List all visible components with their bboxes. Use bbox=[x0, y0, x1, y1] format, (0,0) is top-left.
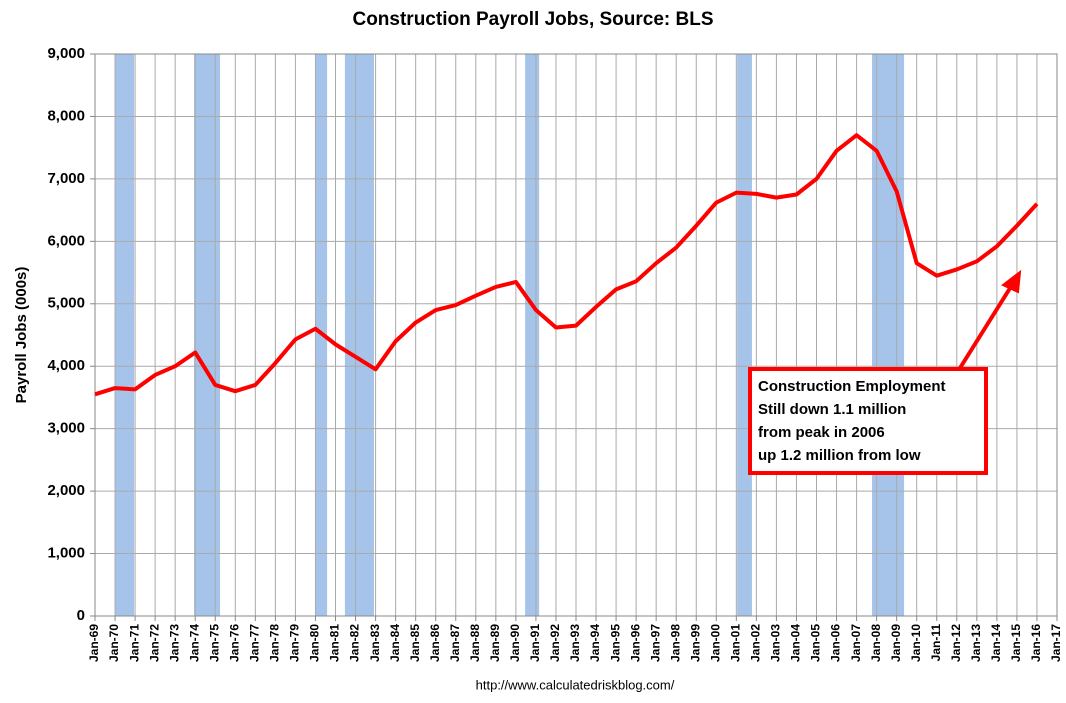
x-tick-label: Jan-98 bbox=[668, 624, 682, 662]
x-tick-label: Jan-84 bbox=[388, 624, 402, 662]
x-tick-label: Jan-87 bbox=[448, 624, 462, 662]
x-tick-label: Jan-95 bbox=[608, 624, 622, 662]
source: http://www.calculatedriskblog.com/ bbox=[476, 677, 675, 692]
x-tick-label: Jan-81 bbox=[328, 624, 342, 662]
x-tick-label: Jan-89 bbox=[488, 624, 502, 662]
annotation-box bbox=[748, 367, 988, 475]
recession-band bbox=[194, 54, 221, 616]
y-tick-label: 8,000 bbox=[47, 107, 85, 124]
x-tick-label: Jan-06 bbox=[829, 624, 843, 662]
x-tick-label: Jan-07 bbox=[849, 624, 863, 662]
x-tick-label: Jan-74 bbox=[187, 624, 201, 662]
x-tick-label: Jan-12 bbox=[949, 624, 963, 662]
x-tick-label: Jan-04 bbox=[789, 624, 803, 662]
y-tick-label: 7,000 bbox=[47, 170, 85, 187]
x-tick-label: Jan-03 bbox=[769, 624, 783, 662]
x-tick-label: Jan-11 bbox=[929, 624, 943, 662]
x-tick-label: Jan-14 bbox=[989, 624, 1003, 662]
x-tick-label: Jan-09 bbox=[889, 624, 903, 662]
x-tick-label: Jan-77 bbox=[248, 624, 262, 662]
x-tick-label: Jan-97 bbox=[648, 624, 662, 662]
annotation-arrowhead bbox=[1001, 269, 1022, 294]
x-tick-label: Jan-86 bbox=[428, 624, 442, 662]
y-tick-label: 2,000 bbox=[47, 482, 85, 499]
annotation-text: up 1.2 million from low bbox=[758, 447, 921, 464]
x-tick-label: Jan-85 bbox=[408, 624, 422, 662]
recession-band bbox=[525, 54, 540, 616]
x-tick-label: Jan-08 bbox=[869, 624, 883, 662]
x-tick-label: Jan-72 bbox=[147, 624, 161, 662]
x-tick-label: Jan-92 bbox=[548, 624, 562, 662]
x-tick-label: Jan-94 bbox=[588, 624, 602, 662]
annotation-arrow bbox=[958, 283, 1014, 370]
x-tick-label: Jan-73 bbox=[167, 624, 181, 662]
y-tick-label: 9,000 bbox=[47, 45, 85, 62]
y-tick-label: 6,000 bbox=[47, 232, 85, 249]
x-tick-label: Jan-90 bbox=[508, 624, 522, 662]
y-tick-label: 1,000 bbox=[47, 545, 85, 562]
x-tick-label: Jan-71 bbox=[127, 624, 141, 662]
x-tick-label: Jan-02 bbox=[749, 624, 763, 662]
recession-band bbox=[344, 54, 374, 616]
x-tick-label: Jan-10 bbox=[909, 624, 923, 662]
y-tick-label: 4,000 bbox=[47, 357, 85, 374]
chart-title: Construction Payroll Jobs, Source: BLS bbox=[352, 9, 713, 30]
x-tick-label: Jan-15 bbox=[1009, 624, 1023, 662]
plot-border bbox=[94, 53, 1058, 617]
recession-band bbox=[115, 54, 135, 616]
y-axis-label: Payroll Jobs (000s) bbox=[13, 267, 30, 404]
x-tick-label: Jan-00 bbox=[708, 624, 722, 662]
annotation-text: from peak in 2006 bbox=[758, 424, 885, 441]
x-tick-label: Jan-78 bbox=[268, 624, 282, 662]
x-tick-label: Jan-88 bbox=[468, 624, 482, 662]
x-tick-label: Jan-82 bbox=[348, 624, 362, 662]
annotation-text: Construction Employment bbox=[758, 378, 946, 395]
data-line bbox=[94, 133, 1039, 397]
y-tick-label: 3,000 bbox=[47, 420, 85, 437]
x-tick-label: Jan-13 bbox=[969, 624, 983, 662]
x-tick-label: Jan-75 bbox=[207, 624, 221, 662]
x-tick-label: Jan-17 bbox=[1049, 624, 1063, 662]
x-tick-label: Jan-76 bbox=[227, 624, 241, 662]
x-tick-label: Jan-80 bbox=[308, 624, 322, 662]
recession-band bbox=[872, 54, 905, 616]
y-tick-label: 5,000 bbox=[47, 295, 85, 312]
x-tick-label: Jan-93 bbox=[568, 624, 582, 662]
x-tick-label: Jan-16 bbox=[1029, 624, 1043, 662]
x-tick-label: Jan-69 bbox=[87, 624, 101, 662]
recession-band bbox=[737, 54, 752, 616]
annotation-text: Still down 1.1 million bbox=[758, 401, 906, 418]
x-tick-label: Jan-70 bbox=[107, 624, 121, 662]
x-tick-label: Jan-05 bbox=[809, 624, 823, 662]
x-tick-label: Jan-99 bbox=[688, 624, 702, 662]
x-tick-label: Jan-79 bbox=[288, 624, 302, 662]
y-tick-label: 0 bbox=[77, 607, 85, 624]
x-tick-label: Jan-96 bbox=[628, 624, 642, 662]
x-tick-label: Jan-83 bbox=[368, 624, 382, 662]
x-tick-label: Jan-91 bbox=[528, 624, 542, 662]
x-tick-label: Jan-01 bbox=[729, 624, 743, 662]
